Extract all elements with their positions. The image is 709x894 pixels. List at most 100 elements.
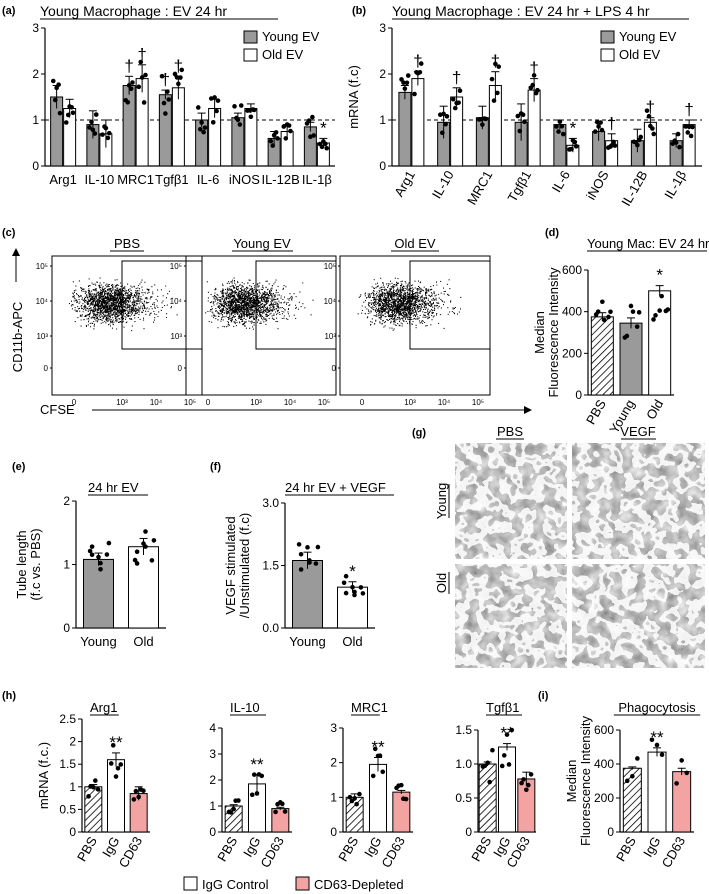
flow-xlabel: CFSE — [40, 402, 75, 417]
flow-ytick-label: 10⁵ — [36, 262, 48, 271]
data-point — [659, 752, 665, 758]
significance-mark: † — [174, 56, 183, 75]
data-point — [349, 798, 355, 804]
flow-events — [205, 277, 314, 330]
data-point — [215, 98, 221, 103]
data-point — [683, 124, 689, 129]
category-label: Old — [342, 634, 362, 649]
data-point — [273, 130, 279, 135]
bar — [517, 778, 536, 833]
y-tick-label: 0 — [69, 825, 76, 839]
y-tick-label: 400 — [562, 305, 582, 319]
category-label: PBS — [74, 834, 100, 864]
y-tick-label: 3 — [379, 21, 386, 35]
data-point — [238, 103, 244, 108]
data-point — [456, 100, 461, 105]
significance-mark: * — [570, 118, 577, 137]
data-point — [607, 144, 613, 149]
data-point — [450, 96, 456, 102]
category-label: Tgfβ1 — [155, 172, 189, 187]
category-label: PBS — [468, 834, 494, 864]
flow-ylabel-arrowhead — [12, 248, 20, 256]
data-point — [92, 131, 98, 136]
y-tick-label: 0 — [63, 621, 70, 635]
significance-mark: ** — [250, 755, 264, 774]
flow-ytick-label: 10³ — [170, 332, 182, 341]
data-point — [166, 97, 172, 102]
flow-ytick-label: 10³ — [36, 332, 48, 341]
data-point — [275, 136, 280, 141]
flow-ytick-label: 10⁴ — [324, 297, 337, 306]
category-label: Tgfβ1 — [504, 168, 534, 205]
data-point — [592, 129, 598, 134]
y-tick-label: 2 — [69, 735, 76, 749]
data-point — [517, 128, 523, 134]
bar — [84, 786, 103, 833]
flow-xtick-label: 0 — [72, 398, 77, 407]
bar — [303, 126, 317, 167]
bar — [171, 87, 185, 167]
bar — [128, 546, 159, 629]
chart-title: Arg1 — [90, 700, 117, 715]
panel-letter-i: (i) — [538, 690, 549, 702]
chart-title: Phagocytosis — [618, 700, 696, 715]
data-point — [286, 123, 292, 128]
image-col-label-pbs: PBS — [497, 424, 523, 439]
data-point — [439, 130, 445, 136]
data-point — [113, 774, 119, 779]
significance-mark: † — [137, 45, 146, 64]
y-tick-label: 1 — [69, 780, 76, 794]
flow-title-old: Old EV — [394, 236, 436, 251]
data-point — [210, 120, 216, 125]
data-point — [495, 90, 500, 96]
data-point — [608, 309, 613, 315]
data-point — [677, 144, 682, 150]
data-point — [485, 760, 490, 766]
category-label: CD63 — [116, 834, 146, 870]
data-point — [559, 123, 565, 129]
flow-title-pbs: PBS — [114, 236, 140, 251]
data-point — [232, 104, 237, 109]
y-tick-label: 0.0 — [262, 621, 279, 635]
y-tick-label: 1.0 — [455, 757, 472, 771]
y-tick-label: 0 — [607, 825, 614, 839]
data-point — [405, 73, 411, 78]
data-point — [628, 303, 634, 309]
data-point — [343, 590, 349, 596]
category-label: IL-6 — [549, 168, 573, 195]
flow-plot-old: 10⁵ 10⁴ 10³ 0 0 10³ 10⁴ 10⁵ — [324, 255, 491, 407]
data-point — [131, 797, 137, 802]
data-point — [377, 753, 383, 759]
y-tick-label: 2 — [63, 494, 70, 508]
data-point — [143, 72, 148, 78]
y-tick-label: 3 — [209, 747, 216, 761]
panel-letter-a: (a) — [2, 5, 16, 17]
y-axis-label: Tube length — [14, 530, 29, 598]
data-point — [370, 773, 376, 779]
significance-mark: † — [529, 59, 538, 78]
data-point — [646, 113, 652, 119]
data-point — [556, 129, 561, 134]
data-point — [179, 67, 185, 73]
significance-mark: † — [161, 70, 170, 89]
category-label: IL-12B — [261, 172, 299, 187]
bar — [478, 763, 497, 833]
data-point — [600, 299, 605, 305]
data-point — [139, 75, 145, 80]
legend-swatch — [600, 30, 615, 44]
flow-events — [68, 277, 178, 332]
data-point — [572, 139, 578, 145]
data-point — [305, 545, 310, 550]
data-point — [401, 80, 406, 85]
flow-ylabel: CD11b-APC — [10, 302, 25, 373]
data-point — [522, 119, 527, 125]
data-point — [214, 108, 219, 114]
data-point — [125, 99, 131, 105]
legend-swatch — [600, 48, 615, 62]
category-label: IgG — [240, 834, 263, 860]
y-tick-label: 200 — [562, 346, 582, 360]
image-row-label-young: Young — [434, 483, 449, 519]
